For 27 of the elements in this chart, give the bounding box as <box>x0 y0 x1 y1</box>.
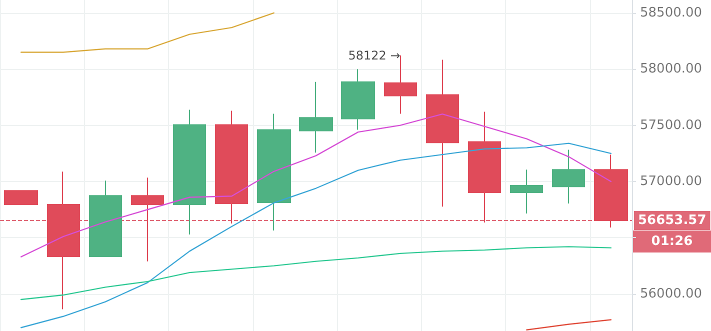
line-series <box>20 113 612 258</box>
line-series <box>20 12 274 53</box>
y-tick-label: 57000.00 <box>640 174 702 190</box>
candlestick <box>552 149 585 204</box>
y-tick-label: 58500.00 <box>640 5 702 20</box>
y-tick-label: 56000.00 <box>640 286 702 302</box>
ref-line-label: 56653.57 <box>638 212 706 228</box>
candlestick <box>131 177 164 262</box>
candlestick <box>510 169 543 214</box>
y-tick-label: 57500.00 <box>640 118 702 133</box>
candlestick <box>173 109 206 235</box>
annotation: 58122 → <box>348 48 400 62</box>
candlestick <box>594 154 628 228</box>
line-series <box>20 246 612 300</box>
text: 01:26 <box>651 234 693 249</box>
candlestick <box>215 110 248 224</box>
candlestick <box>384 54 417 114</box>
line-series <box>20 142 612 328</box>
candlestick <box>341 68 375 130</box>
candlestick <box>426 59 459 208</box>
candlestick <box>299 81 333 154</box>
candlestick <box>257 113 291 232</box>
candlestick <box>89 180 122 257</box>
candlestick <box>4 190 38 206</box>
candlestick <box>47 171 80 310</box>
y-tick-label: 58000.00 <box>640 62 702 77</box>
candlestick <box>468 111 501 224</box>
